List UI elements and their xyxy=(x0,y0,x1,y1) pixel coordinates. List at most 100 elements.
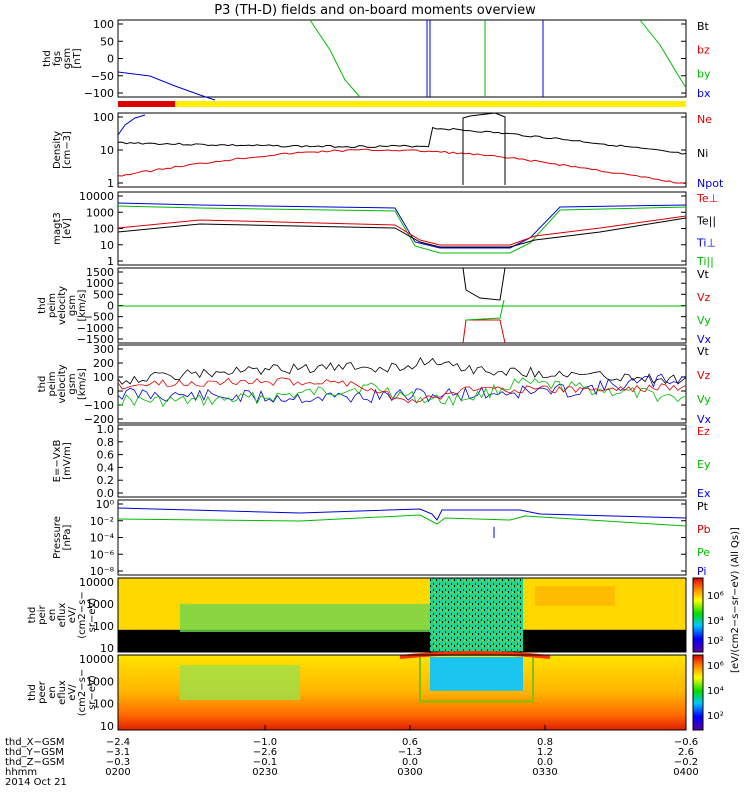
y-label-line: peir xyxy=(37,604,48,624)
legend-black: Pt xyxy=(697,500,709,513)
y-tick-label: 10 xyxy=(100,720,114,733)
ion-green-region xyxy=(180,603,430,633)
series-Pi xyxy=(117,507,687,521)
ion-frame xyxy=(117,577,687,653)
legend-blue: bx xyxy=(697,87,711,100)
y-tick-label: 10⁻⁶ xyxy=(90,548,115,561)
y-label-line: E=−VxB xyxy=(52,440,63,483)
y-tick-label: 0.0 xyxy=(97,487,115,500)
y-label-line: thd xyxy=(37,297,48,314)
y-label-line: eV/ xyxy=(67,606,78,623)
colorbar-tick: 10² xyxy=(707,636,724,647)
y-axis-label: Density [cm−3] xyxy=(52,131,73,169)
legend-green: Ey xyxy=(697,458,711,471)
legend-blue: Vx xyxy=(697,333,712,346)
panel-temp: 10000 1000 100 10 1 magt3 [eV] Te⊥ Te|| Ti⊥ Ti|| xyxy=(52,190,718,268)
y-tick-label: 1000 xyxy=(86,277,114,290)
series-Tiperp xyxy=(117,202,687,249)
y-axis-label: thd peir en eflux eV/(cm2−s− sr−eV) xyxy=(27,591,98,638)
series-Vz xyxy=(462,319,506,344)
y-tick-label: 0.2 xyxy=(97,474,115,487)
y-label-line: Density xyxy=(52,131,63,169)
panel-frame xyxy=(117,112,687,188)
xaxis-row-label: thd_Y−GSM xyxy=(5,747,64,758)
y-tick-label: 10⁰ xyxy=(96,498,115,511)
y-axis-label: thd peim velocity gsm [km/s] xyxy=(37,364,88,403)
y-tick-label: −100 xyxy=(84,87,114,100)
y-axis-label: thd fgs gsm [nT] xyxy=(42,48,83,69)
y-tick-label: 1 xyxy=(107,177,114,190)
series-Vt xyxy=(462,267,506,301)
colorbar-label: [eV/(cm2−s−sr−eV) (All Qs)] xyxy=(730,527,741,673)
legend-red: Vz xyxy=(697,291,711,304)
y-tick-label: 0.8 xyxy=(97,436,115,449)
y-label-line: magt3 xyxy=(52,212,63,245)
legend-red: Ez xyxy=(697,425,710,438)
panel-frame xyxy=(117,499,687,576)
series-Tepar xyxy=(117,217,687,248)
y-tick-label: 1.0 xyxy=(97,423,115,436)
xaxis-row-value: −2.4 xyxy=(106,737,130,748)
colorbar-tick: 10⁶ xyxy=(707,661,724,672)
y-tick-label: 10000 xyxy=(79,576,114,589)
legend-green: Vy xyxy=(697,393,711,406)
legend-red: Vz xyxy=(697,369,711,382)
y-label-line: (cm2−s− xyxy=(77,669,88,716)
y-axis-label: E=−VxB [mV/m] xyxy=(52,440,73,483)
xaxis-row-value: −2.6 xyxy=(253,747,277,758)
y-label-line: sr−eV) xyxy=(87,598,98,633)
y-label-line: eflux xyxy=(57,680,68,705)
y-tick-label: 10⁻² xyxy=(90,515,114,528)
xaxis-row-value: 0400 xyxy=(673,767,698,778)
y-tick-label: 50 xyxy=(100,35,114,48)
y-tick-label: −1500 xyxy=(77,333,114,346)
y-tick-label: 1000 xyxy=(86,206,114,219)
xaxis-row-value: 0300 xyxy=(397,767,422,778)
series-Vy xyxy=(117,377,687,408)
panel-traces xyxy=(117,202,687,254)
y-label-line: (cm2−s− xyxy=(77,591,88,638)
y-tick-label: 10 xyxy=(100,144,114,157)
xaxis-row-value: 0.8 xyxy=(537,737,553,748)
mode-bar-red xyxy=(118,101,175,107)
xaxis-row-value: −0.3 xyxy=(106,757,130,768)
series-by xyxy=(309,19,361,98)
colorbar-electron xyxy=(692,654,704,731)
legend-black: Vt xyxy=(697,345,710,358)
xaxis-row-value: −0.6 xyxy=(674,737,698,748)
xaxis-row-label: thd_Z−GSM xyxy=(5,757,65,768)
y-label-line: fgs xyxy=(52,51,63,66)
colorbar-tick: 10² xyxy=(707,711,724,722)
y-label-line: thd xyxy=(37,376,48,393)
y-tick-label: 0 xyxy=(107,385,114,398)
legend-red: bz xyxy=(697,44,710,57)
y-label-line: [eV] xyxy=(62,218,73,239)
legend-green: Pe xyxy=(697,546,710,559)
legend-black: Vt xyxy=(697,268,710,281)
date-label: 2014 Oct 21 xyxy=(5,777,67,788)
y-label-line: velocity xyxy=(57,286,68,325)
legend-blue: Vx xyxy=(697,413,712,426)
legend-green: Ti|| xyxy=(696,255,714,268)
panel-density: 100 10 1 Density [cm−3] Ne Ni Npot xyxy=(52,111,724,190)
y-label-line: eflux xyxy=(57,603,68,628)
y-tick-label: 10 xyxy=(100,239,114,252)
xaxis-row-value: −1.3 xyxy=(398,747,422,758)
y-label-line: eV/ xyxy=(67,684,78,701)
y-tick-label: 10⁻⁸ xyxy=(90,565,115,578)
y-label-line: sr−eV) xyxy=(87,675,98,710)
panel-traces xyxy=(117,19,687,101)
y-tick-label: −100 xyxy=(84,399,114,412)
y-label-line: thd xyxy=(42,50,53,67)
panel-pressure: 10⁰ 10⁻² 10⁻⁴ 10⁻⁶ 10⁻⁸ Pressure [nPa] Pt Pb Pe Pi xyxy=(52,498,711,578)
xaxis-row-value: −0.1 xyxy=(253,757,277,768)
xaxis-row-label: hhmm xyxy=(5,767,37,778)
legend-green: by xyxy=(697,67,711,80)
xaxis-row-value: 0200 xyxy=(105,767,130,778)
y-label-line: gsm xyxy=(67,295,78,316)
y-label-line: [km/s] xyxy=(77,368,88,400)
panel-traces xyxy=(117,507,687,538)
legend-blue: Npot xyxy=(697,177,724,190)
y-tick-label: 0 xyxy=(107,53,114,66)
